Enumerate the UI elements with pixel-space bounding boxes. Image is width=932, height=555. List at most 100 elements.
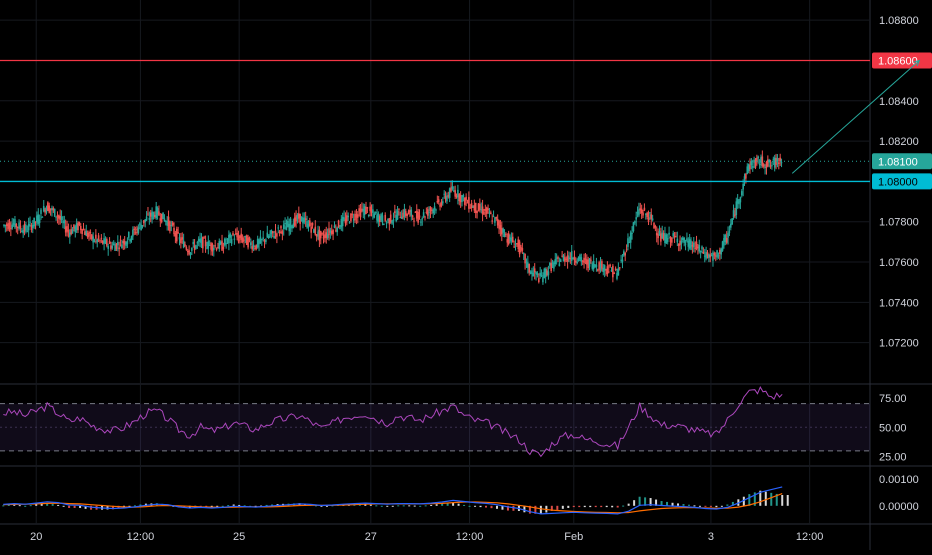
macd-histogram-bar [57,504,60,506]
candle [376,209,378,224]
candle [293,212,296,228]
candle [177,226,179,234]
candle [354,210,356,224]
macd-histogram-bar [221,505,224,507]
candle [151,207,153,224]
candle [664,226,666,247]
candle [222,242,225,254]
projection-line[interactable] [791,60,920,174]
candle [276,232,278,244]
candle [644,213,647,220]
candle [553,260,555,272]
macd-histogram-bar [46,503,49,506]
candle [62,215,64,229]
candle [747,163,750,174]
candle [635,211,637,227]
candle [385,220,388,229]
candle [443,190,445,199]
candle [75,218,78,233]
candle [270,229,273,239]
macd-histogram-bar [666,501,669,506]
candle [126,237,129,249]
candle [288,218,291,236]
candle [547,265,550,280]
candle [569,252,572,264]
macd-histogram-bar [786,495,789,506]
candle [458,192,461,206]
candle [210,241,212,256]
candle [727,226,729,245]
candle [557,255,559,263]
candle [212,244,215,257]
candle [654,224,657,232]
candle [694,241,696,253]
macd-histogram-bar [600,505,603,508]
candle [277,224,280,234]
candle [603,264,606,278]
candle [167,210,170,231]
macd-histogram-bar [627,503,630,506]
candle [18,219,20,231]
candle [573,250,576,266]
macd-histogram-bar [260,505,263,507]
candle [119,235,122,247]
macd-histogram-bar [2,505,5,507]
candle [69,229,71,244]
macd-histogram-bar [40,503,43,506]
axes: 20 12:00 25 27 12:00 Feb 3 12:00 1.08800 1.08400 1… [30,15,919,543]
candle [92,232,94,250]
candle [768,158,771,168]
candle [470,199,473,212]
macd-histogram-bar [495,505,498,509]
candle [612,263,614,283]
macd-histogram-bar [704,505,707,507]
candle [156,206,159,220]
candle [487,204,489,214]
macd-histogram-bar [188,505,191,509]
candle [5,222,8,232]
candle [505,232,507,238]
macd-histogram-bar [731,501,734,506]
candle [653,222,655,230]
candle [581,259,584,266]
candle [394,204,396,218]
candle [346,210,348,226]
candle [106,237,108,248]
candle [8,218,11,232]
candle [418,209,421,220]
candle [480,202,483,214]
candle [280,225,282,234]
candle [422,209,425,219]
candle [490,210,492,215]
candle [675,231,677,238]
macd-histogram-bar [320,505,323,507]
macd-histogram-bar [112,505,115,510]
candle [772,156,775,165]
macd-histogram-bar [13,504,16,506]
candle [196,240,199,249]
candle [719,247,721,261]
macd-histogram-bar [726,504,729,506]
candle [144,219,147,228]
candle [417,208,419,225]
candle [491,214,493,225]
candle [605,268,607,276]
candle [164,220,167,226]
candle [215,247,218,252]
candle [154,211,156,219]
candle [129,238,131,244]
macd-histogram-bar [391,505,394,507]
x-tick-label: 12:00 [456,531,484,543]
candle [358,204,360,217]
candle [439,202,441,211]
candle [613,271,616,275]
candle [296,213,299,224]
y-tick-label: 1.07200 [879,338,919,350]
candle [687,237,690,252]
candle [636,206,639,218]
macd-histogram-bar [243,505,246,507]
candle [23,220,26,236]
macd-histogram-bar [589,505,592,508]
